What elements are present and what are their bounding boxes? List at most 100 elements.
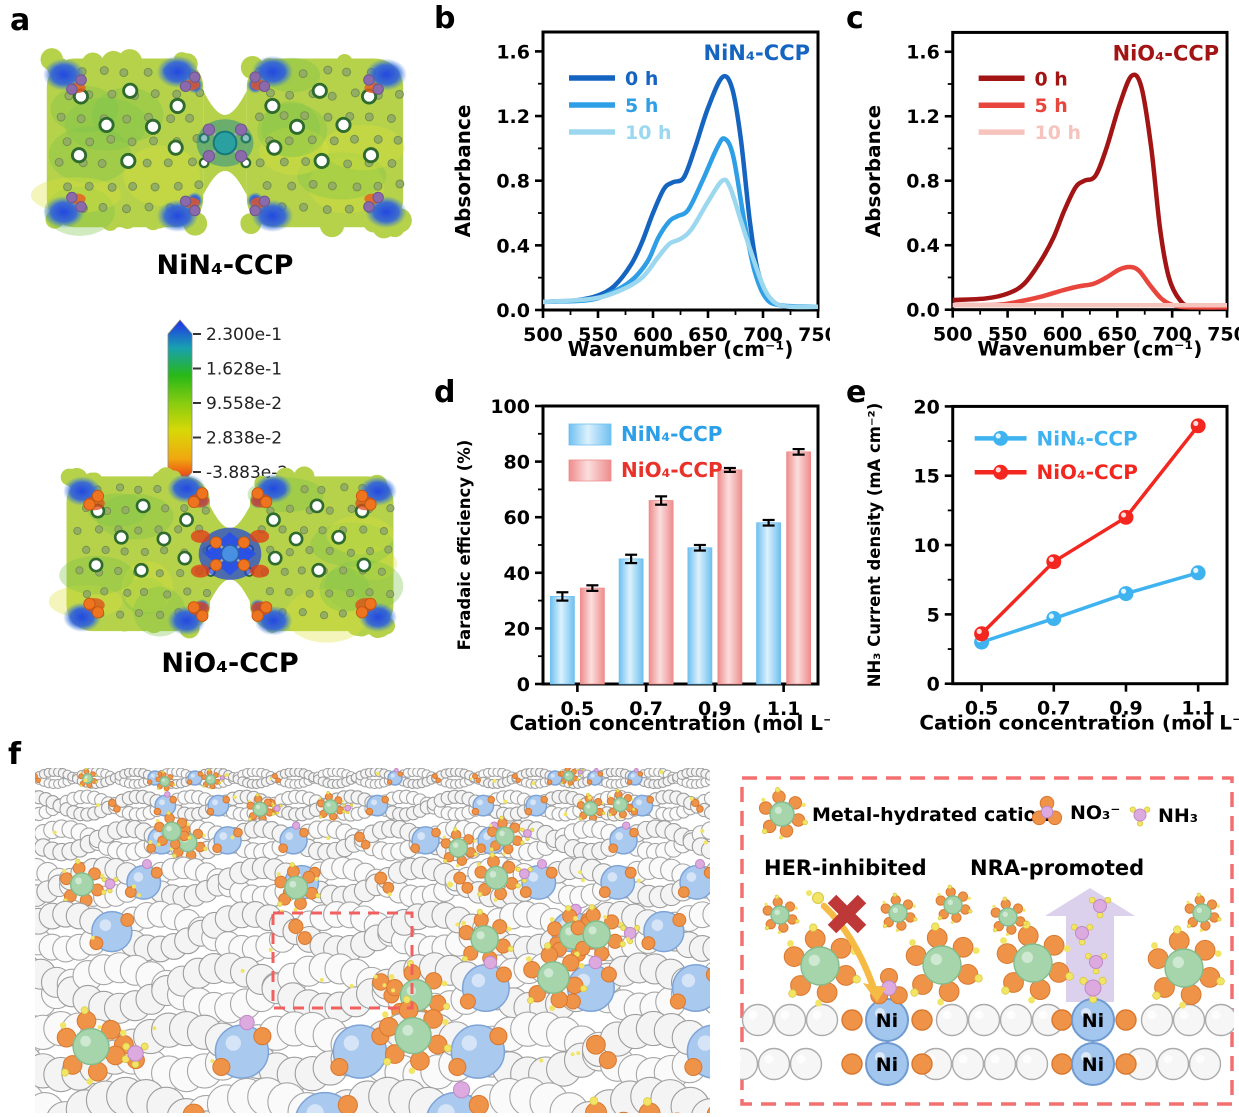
- y-tick-label: 0.0: [906, 300, 940, 322]
- x-tick-label: 0.9: [1109, 698, 1143, 720]
- bar-NiN₄-CCP-0.9: [687, 547, 713, 685]
- ring-hole: [144, 118, 162, 135]
- x-tick-label: 0.7: [1037, 698, 1071, 720]
- o-atom: [91, 489, 105, 503]
- metal-hydrated-cation: [440, 827, 479, 868]
- ring-hole: [335, 116, 352, 133]
- surface-atom: [935, 1003, 969, 1037]
- lattice-row: [35, 1076, 710, 1113]
- ring-hole: [288, 118, 306, 135]
- metal-hydrated-cation: [487, 815, 525, 856]
- ring-hole: [311, 562, 327, 578]
- n-atom: [66, 83, 78, 95]
- ni-site-label: Ni: [876, 1054, 898, 1076]
- o-bridge-atom: [841, 1053, 863, 1075]
- o-atom: [237, 558, 250, 572]
- metal-hydrated-cation: [201, 768, 222, 790]
- ring-hole: [309, 498, 325, 514]
- legend-swatch: [568, 459, 612, 482]
- y-axis-label: Absorbance: [861, 105, 885, 237]
- ring-hole: [167, 139, 184, 156]
- y-tick-label: 1.2: [496, 106, 530, 128]
- y-tick-label: 0.0: [496, 300, 530, 322]
- ni-site-label: Ni: [1082, 1010, 1104, 1032]
- esp-negative-region: [43, 195, 85, 229]
- ring-hole: [156, 531, 172, 547]
- ring-hole: [120, 152, 137, 169]
- ring-hole: [311, 82, 328, 99]
- y-tick-label: 15: [913, 466, 939, 488]
- metal-hydrated-cation: [474, 852, 521, 902]
- metal-hydrated-cation: [570, 904, 626, 964]
- metal-hydrated-cation: [317, 791, 346, 822]
- y-tick-label: 80: [504, 452, 530, 474]
- molecule-surface: [30, 48, 412, 239]
- metal-hydrated-cation: [762, 894, 800, 935]
- surface-atom: [1188, 1047, 1222, 1081]
- bar-NiN₄-CCP-0.7: [618, 558, 644, 685]
- x-tick-label: 0.9: [698, 698, 732, 720]
- legend-cation-label: Metal-hydrated cation: [812, 804, 1050, 826]
- surface-atom: [983, 1047, 1017, 1081]
- esp-negative-region: [365, 195, 407, 229]
- y-tick-label: 20: [504, 618, 530, 640]
- ring-hole: [169, 97, 186, 114]
- lattice-network: [35, 768, 710, 1113]
- her-blocked-x: [827, 894, 867, 934]
- surface-atom: [1156, 1047, 1190, 1081]
- bar-NiO₄-CCP-0.7: [648, 500, 674, 685]
- bar-NiO₄-CCP-1.1: [786, 451, 812, 685]
- chart-title: NiN₄-CCP: [704, 41, 810, 65]
- ammonia-molecule: [218, 774, 227, 782]
- ring-hole: [331, 529, 347, 545]
- data-point: [1190, 565, 1206, 581]
- y-tick-label: 0: [517, 674, 530, 696]
- ammonia-molecule: [515, 866, 533, 884]
- legend-swatch: [568, 423, 612, 446]
- metal-hydrated-cation: [274, 862, 321, 912]
- esp-map-nio4: [48, 466, 404, 643]
- surface-atom: [740, 1047, 759, 1081]
- legend-label: NiO₄-CCP: [621, 458, 723, 482]
- h-atom: [812, 892, 824, 904]
- lattice-scene: [35, 768, 710, 1113]
- legend-label: NiO₄-CCP: [1037, 460, 1138, 484]
- esp-map-nin4: [30, 48, 412, 239]
- lattice-row: [35, 810, 710, 868]
- highlight-dashed-box: [271, 911, 414, 1010]
- lattice-row: [35, 768, 710, 792]
- ammonia-molecule: [620, 924, 641, 945]
- metal-hydrated-cation: [155, 770, 176, 792]
- n-atom: [234, 123, 248, 136]
- esp-negative-region: [251, 199, 294, 232]
- data-point: [1046, 611, 1062, 627]
- chart-faradaic-efficiency: 0 20 40 60 80 100 Cation concentration (mol L⁻…: [455, 396, 830, 735]
- spectrum-curve-0h: [543, 73, 818, 310]
- metal-hydrated-cation: [559, 768, 580, 787]
- o-atom: [83, 597, 96, 610]
- o-atom: [91, 606, 105, 619]
- o-bridge-atom: [1051, 1053, 1073, 1075]
- surface-atom: [1204, 1003, 1234, 1037]
- legend-label: 5 h: [1035, 95, 1068, 117]
- o-bridge-atom: [1115, 1009, 1137, 1031]
- x-tick-label: 1.1: [1181, 698, 1215, 720]
- esp-negative-region: [365, 58, 407, 91]
- metal-hydrated-cation: [378, 995, 452, 1074]
- ring-hole: [133, 562, 149, 578]
- metal-hydrated-cation: [880, 892, 918, 933]
- y-tick-label: 1.2: [906, 106, 940, 128]
- data-point: [1190, 418, 1206, 434]
- panel-label-a: a: [10, 3, 31, 38]
- colorbar-tick-label: 2.300e-1: [206, 325, 282, 345]
- data-point: [974, 626, 990, 642]
- ring-hole: [135, 498, 151, 514]
- surface-atom: [1172, 1003, 1206, 1037]
- ammonia-molecule: [1084, 952, 1108, 975]
- x-tick-label: 0.5: [965, 698, 999, 720]
- x-tick-label: 700: [743, 324, 783, 346]
- o-atom: [187, 601, 200, 614]
- esp-negative-region: [156, 199, 199, 232]
- ammonia-molecule: [1088, 896, 1112, 919]
- y-tick-label: 60: [504, 507, 530, 529]
